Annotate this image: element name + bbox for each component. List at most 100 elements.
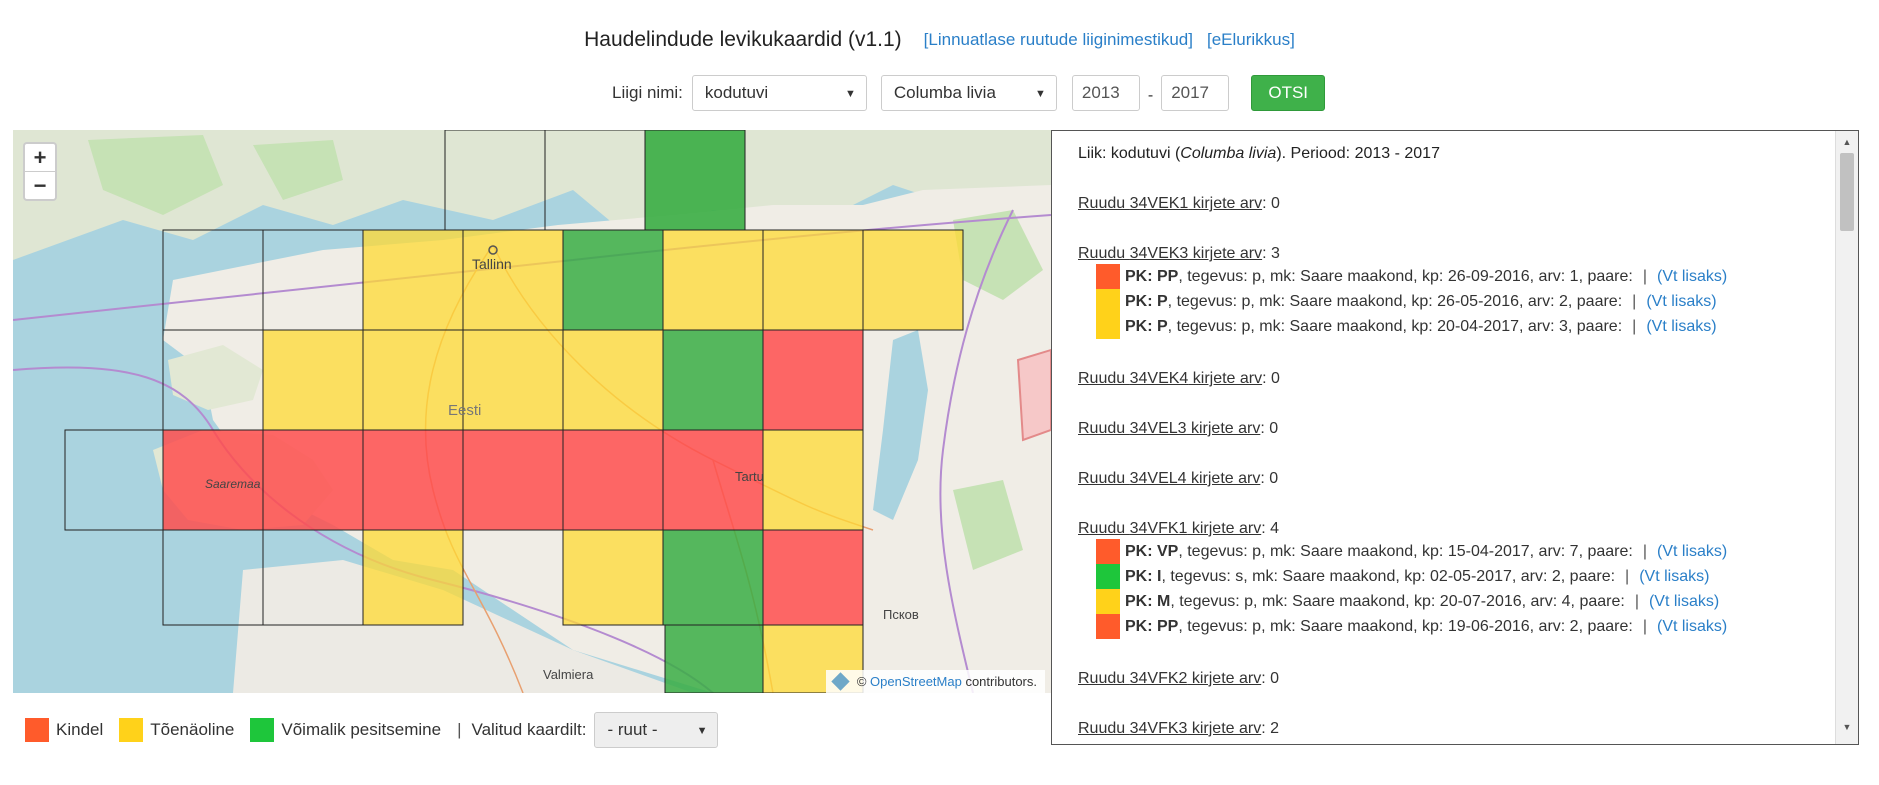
square-heading[interactable]: Ruudu 34VEK1 kirjete arv: 0: [1078, 195, 1280, 212]
grid-square-probable[interactable]: [862, 229, 964, 331]
record-row: PK: P, tegevus: p, mk: Saare maakond, kp…: [1096, 314, 1828, 339]
search-button[interactable]: OTSI: [1251, 75, 1326, 111]
scroll-up-arrow-icon[interactable]: ▲: [1842, 137, 1852, 147]
square-block: Ruudu 34VEK4 kirjete arv: 0: [1078, 369, 1828, 389]
grid-square-probable[interactable]: [762, 429, 864, 531]
scroll-down-arrow-icon[interactable]: ▼: [1842, 722, 1852, 732]
square-link[interactable]: Ruudu 34VEK1 kirjete arv: [1078, 195, 1263, 212]
record-more-link[interactable]: (Vt lisaks): [1656, 617, 1728, 635]
square-link[interactable]: Ruudu 34VEK3 kirjete arv: [1078, 245, 1263, 262]
grid-square-probable[interactable]: [362, 329, 464, 431]
square-block: Ruudu 34VEK1 kirjete arv: 0: [1078, 194, 1828, 214]
record-more-link[interactable]: (Vt lisaks): [1648, 592, 1720, 610]
square-link[interactable]: Ruudu 34VEK4 kirjete arv: [1078, 370, 1263, 387]
record-details: , tegevus: p, mk: Saare maakond, kp: 20-…: [1167, 317, 1623, 335]
zoom-in-button[interactable]: +: [33, 145, 47, 170]
grid-square-possible[interactable]: [664, 624, 764, 693]
square-heading[interactable]: Ruudu 34VEL3 kirjete arv: 0: [1078, 420, 1279, 437]
grid-square-confirmed[interactable]: [462, 429, 564, 531]
grid-square-confirmed[interactable]: [162, 429, 264, 531]
record-separator: |: [1632, 317, 1637, 335]
forest-patch: [253, 140, 343, 200]
grid-square-probable[interactable]: [562, 329, 664, 431]
map-label-saaremaa: Saaremaa: [205, 477, 261, 491]
record-details: , tegevus: p, mk: Saare maakond, kp: 20-…: [1170, 592, 1625, 610]
grid-square-probable[interactable]: [762, 229, 864, 331]
square-heading[interactable]: Ruudu 34VEL4 kirjete arv: 0: [1078, 470, 1279, 487]
map-label-valmiera: Valmiera: [543, 667, 594, 682]
map-canvas[interactable]: [13, 130, 1051, 693]
results-summary: Liik: kodutuvi (Columba livia). Periood:…: [1078, 145, 1440, 162]
results-scrollbar[interactable]: ▲ ▼: [1835, 131, 1858, 744]
year-to-input[interactable]: 2017: [1161, 75, 1230, 111]
results-panel[interactable]: Liik: kodutuvi (Columba livia). Periood:…: [1051, 130, 1859, 745]
grid-square-possible[interactable]: [562, 229, 664, 331]
grid-square-confirmed[interactable]: [762, 529, 864, 626]
grid-square-possible[interactable]: [644, 130, 746, 231]
grid-square-confirmed[interactable]: [262, 429, 364, 531]
legend-item-voimalik: Võimalik pesitsemine: [250, 718, 441, 742]
openstreetmap-link[interactable]: OpenStreetMap: [870, 674, 962, 689]
species-latin-select[interactable]: Columba livia ▼: [880, 75, 1057, 111]
grid-square-confirmed[interactable]: [362, 429, 464, 531]
atlas-grid: [64, 130, 964, 693]
grid-square-confirmed[interactable]: [562, 429, 664, 531]
grid-square-probable[interactable]: [362, 229, 464, 331]
distribution-map[interactable]: Tallinn Eesti Saaremaa Tartu Псков Valmi…: [13, 130, 1051, 693]
record-separator: |: [1642, 267, 1647, 285]
record-separator: |: [1625, 567, 1630, 585]
record-separator: |: [1632, 292, 1637, 310]
year-from-input[interactable]: 2013: [1071, 75, 1140, 111]
grid-square-probable[interactable]: [462, 229, 564, 331]
latvia-land: [233, 560, 693, 693]
record-more-link[interactable]: (Vt lisaks): [1656, 542, 1728, 560]
record-more-link[interactable]: (Vt lisaks): [1646, 292, 1717, 310]
grid-square-probable[interactable]: [262, 329, 364, 431]
record-row: PK: P, tegevus: p, mk: Saare maakond, kp…: [1096, 289, 1828, 314]
square-link[interactable]: Ruudu 34VFK1 kirjete arv: [1078, 520, 1262, 537]
square-link[interactable]: Ruudu 34VFK2 kirjete arv: [1078, 670, 1262, 687]
record-separator: |: [1642, 617, 1647, 635]
record-separator: |: [1634, 592, 1639, 610]
zoom-out-button[interactable]: −: [25, 171, 55, 199]
link-linnuatlas-species-lists[interactable]: [Linnuatlase ruutude liiginimestikud]: [923, 30, 1193, 49]
grid-square-probable[interactable]: [762, 624, 864, 693]
grid-square-confirmed[interactable]: [662, 429, 764, 531]
square-heading[interactable]: Ruudu 34VEK4 kirjete arv: 0: [1078, 370, 1280, 387]
species-estonian-select[interactable]: kodutuvi ▼: [691, 75, 867, 111]
header: Haudelindude levikukaardid (v1.1) [Linnu…: [0, 28, 1879, 52]
record-more-link[interactable]: (Vt lisaks): [1656, 267, 1728, 285]
link-eelurikkus[interactable]: [eElurikkus]: [1206, 30, 1295, 49]
results-content: Liik: kodutuvi (Columba livia). Periood:…: [1078, 144, 1828, 744]
record-details: , tegevus: p, mk: Saare maakond, kp: 19-…: [1178, 617, 1633, 635]
scrollbar-thumb[interactable]: [1840, 153, 1854, 231]
caret-down-icon: ▼: [696, 725, 708, 737]
square-link[interactable]: Ruudu 34VFK3 kirjete arv: [1078, 720, 1262, 737]
grid-square-probable[interactable]: [362, 529, 464, 626]
record-more-link[interactable]: (Vt lisaks): [1646, 317, 1717, 335]
grid-square-probable[interactable]: [462, 329, 564, 431]
grid-square-possible[interactable]: [662, 529, 764, 626]
record-status-swatch: [1096, 564, 1120, 589]
square-link[interactable]: Ruudu 34VEL4 kirjete arv: [1078, 470, 1261, 487]
selected-square-value: - ruut -: [607, 720, 658, 739]
legend-swatch-kindel: [25, 718, 49, 742]
square-link[interactable]: Ruudu 34VEL3 kirjete arv: [1078, 420, 1261, 437]
selected-square-select[interactable]: - ruut - ▼: [594, 712, 719, 748]
record-status-swatch: [1096, 614, 1120, 639]
record-row: PK: M, tegevus: p, mk: Saare maakond, kp…: [1096, 589, 1828, 614]
square-heading[interactable]: Ruudu 34VEK3 kirjete arv: 3: [1078, 245, 1280, 262]
record-status-swatch: [1096, 539, 1120, 564]
square-heading[interactable]: Ruudu 34VFK3 kirjete arv: 2: [1078, 720, 1279, 737]
grid-square-probable[interactable]: [662, 229, 764, 331]
grid-square-confirmed[interactable]: [762, 329, 864, 431]
map-legend: Kindel Tõenäoline Võimalik pesitsemine |…: [25, 712, 719, 748]
square-heading[interactable]: Ruudu 34VFK1 kirjete arv: 4: [1078, 520, 1279, 537]
grid-square-possible[interactable]: [662, 329, 764, 431]
grid-square-probable[interactable]: [562, 529, 664, 626]
record-more-link[interactable]: (Vt lisaks): [1639, 567, 1710, 585]
search-bar: Liigi nimi: kodutuvi ▼ Columba livia ▼ 2…: [612, 73, 1326, 113]
square-heading[interactable]: Ruudu 34VFK2 kirjete arv: 0: [1078, 670, 1279, 687]
page-title: Haudelindude levikukaardid (v1.1): [584, 28, 902, 51]
map-label-eesti: Eesti: [448, 402, 482, 419]
